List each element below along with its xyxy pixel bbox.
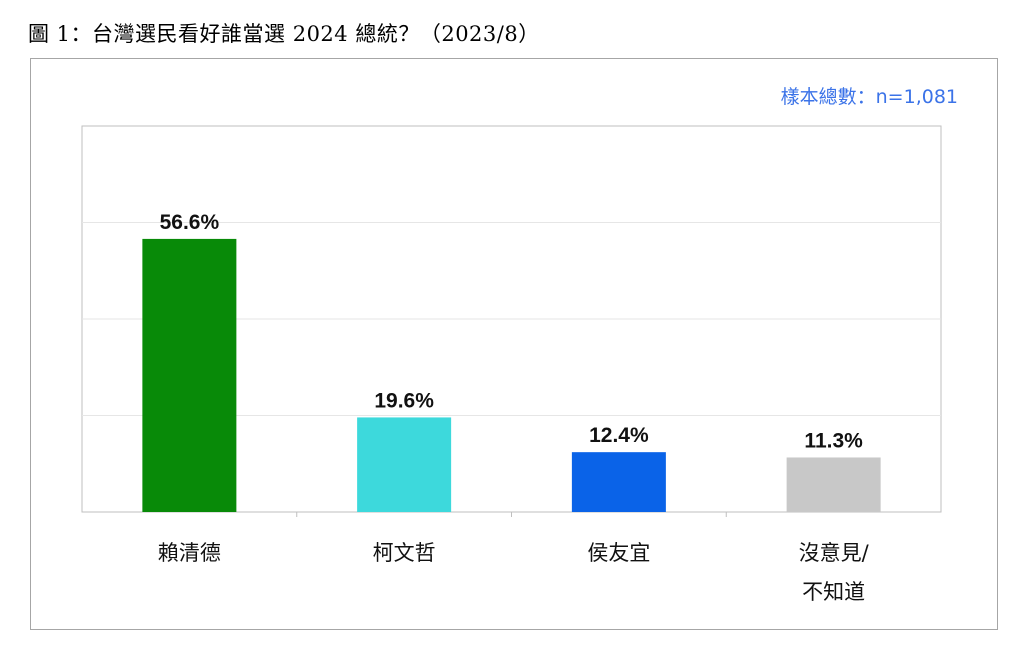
data-label: 11.3% — [804, 429, 863, 452]
data-label: 56.6% — [160, 211, 220, 234]
bar — [357, 417, 452, 512]
data-label: 19.6% — [374, 389, 434, 412]
category-label: 柯文哲 — [373, 541, 436, 565]
data-labels: 56.6% 19.6% 12.4% 11.3% — [160, 211, 864, 453]
figure-title: 圖 1：台灣選民看好誰當選 2024 總統？（2023/8） — [28, 22, 540, 46]
sample-size-label: 樣本總數：n=1,081 — [780, 86, 958, 108]
bar — [786, 457, 881, 512]
category-label: 侯友宜 — [587, 541, 650, 565]
category-labels: 賴清德 柯文哲 侯友宜 沒意見/不知道 — [158, 541, 870, 604]
bar — [571, 452, 666, 512]
category-label: 賴清德 — [158, 541, 221, 565]
bar — [142, 238, 237, 512]
category-label: 沒意見/不知道 — [799, 541, 870, 604]
x-axis-ticks — [296, 512, 727, 517]
bars — [142, 238, 881, 512]
data-label: 12.4% — [589, 424, 649, 447]
